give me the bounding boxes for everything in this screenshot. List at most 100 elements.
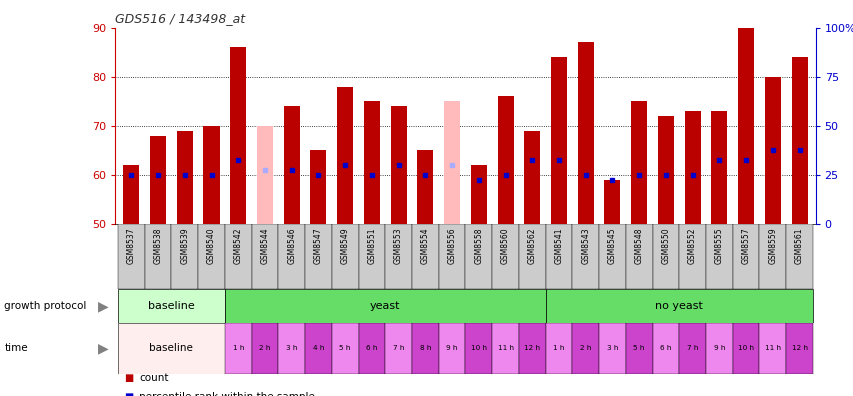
Bar [604,180,620,224]
Text: GSM8545: GSM8545 [607,227,616,264]
Bar [144,224,171,289]
Bar [625,224,652,289]
Text: GSM8562: GSM8562 [527,227,537,263]
Text: 7 h: 7 h [392,345,403,352]
Bar [652,323,678,374]
Bar [411,224,438,289]
Bar [684,111,699,224]
Text: GDS516 / 143498_at: GDS516 / 143498_at [115,12,245,25]
Bar [390,106,406,224]
Bar [150,135,165,224]
Text: GSM8553: GSM8553 [393,227,403,264]
Text: no yeast: no yeast [654,301,702,311]
Text: GSM8539: GSM8539 [180,227,189,264]
Text: GSM8554: GSM8554 [421,227,429,264]
Bar [438,323,465,374]
Bar [732,224,758,289]
Bar [252,323,278,374]
Bar [438,224,465,289]
Bar [524,131,540,224]
Bar [519,323,545,374]
Bar [652,224,678,289]
Bar [497,96,513,224]
Bar [118,289,224,323]
Bar [598,323,625,374]
Text: 10 h: 10 h [470,345,486,352]
Bar [545,323,572,374]
Bar [519,224,545,289]
Text: GSM8548: GSM8548 [634,227,643,263]
Bar [252,224,278,289]
Bar [171,224,198,289]
Text: yeast: yeast [369,301,400,311]
Bar [203,126,219,224]
Text: GSM8561: GSM8561 [794,227,803,263]
Text: 3 h: 3 h [286,345,297,352]
Bar [305,224,332,289]
Text: 4 h: 4 h [312,345,324,352]
Bar [123,165,139,224]
Bar [385,323,411,374]
Text: GSM8547: GSM8547 [314,227,322,264]
Bar [417,150,432,224]
Bar [358,323,385,374]
Bar [491,224,519,289]
Bar [786,323,812,374]
Bar [711,111,727,224]
Bar [363,101,380,224]
Text: GSM8546: GSM8546 [287,227,296,264]
Bar [385,224,411,289]
Bar [678,323,705,374]
Text: GSM8544: GSM8544 [260,227,270,264]
Text: ■: ■ [124,373,133,383]
Text: GSM8557: GSM8557 [740,227,750,264]
Bar [598,224,625,289]
Bar [118,224,144,289]
Bar [705,224,732,289]
Text: GSM8538: GSM8538 [154,227,162,263]
Text: ▶: ▶ [98,341,108,356]
Text: percentile rank within the sample: percentile rank within the sample [139,392,315,396]
Bar [177,131,193,224]
Text: GSM8540: GSM8540 [206,227,216,264]
Bar [625,323,652,374]
Bar [470,165,486,224]
Bar [278,323,305,374]
Text: GSM8558: GSM8558 [473,227,483,263]
Text: baseline: baseline [148,301,194,311]
Bar [224,289,545,323]
Text: GSM8552: GSM8552 [688,227,696,263]
Bar [786,224,812,289]
Text: 7 h: 7 h [686,345,698,352]
Bar [224,323,252,374]
Bar [310,150,326,224]
Text: 2 h: 2 h [579,345,590,352]
Bar [758,323,786,374]
Bar [758,224,786,289]
Text: GSM8537: GSM8537 [127,227,136,264]
Bar [224,224,252,289]
Bar [572,323,598,374]
Text: 9 h: 9 h [446,345,457,352]
Bar [550,57,566,224]
Bar [198,224,224,289]
Text: 1 h: 1 h [232,345,244,352]
Text: 6 h: 6 h [659,345,670,352]
Bar [630,101,647,224]
Bar [657,116,673,224]
Text: GSM8559: GSM8559 [768,227,776,264]
Bar [577,42,593,224]
Bar [705,323,732,374]
Bar [337,86,353,224]
Text: ■: ■ [124,392,133,396]
Bar [491,323,519,374]
Text: ▶: ▶ [98,299,108,313]
Bar [465,224,491,289]
Bar [545,289,812,323]
Bar [332,224,358,289]
Bar [737,28,753,224]
Text: GSM8551: GSM8551 [367,227,376,263]
Bar [332,323,358,374]
Text: baseline: baseline [149,343,193,354]
Bar [444,101,460,224]
